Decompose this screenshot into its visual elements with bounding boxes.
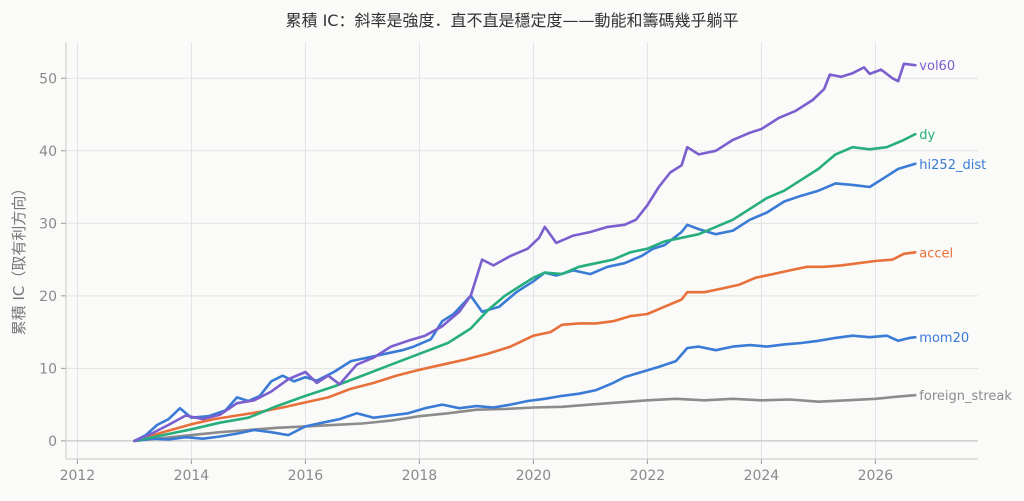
series-label-vol60: vol60	[919, 59, 955, 74]
y-axis-label: 累積 IC（取有利方向）	[10, 181, 28, 336]
x-tick-label: 2022	[630, 468, 666, 484]
series-label-hi252_dist: hi252_dist	[919, 158, 986, 173]
x-tick-label: 2018	[402, 468, 438, 484]
y-tick-label: 50	[39, 71, 57, 87]
grid-lines	[66, 42, 978, 459]
axes: 2012 2014 2016 2018 2020 2022 2024 2026 0 10 20 30 4…	[39, 42, 978, 484]
series-label-accel: accel	[919, 246, 953, 261]
y-tick-label: 30	[39, 216, 57, 232]
series-label-mom20: mom20	[919, 331, 969, 346]
series-line-dy	[133, 132, 917, 443]
x-tick-label: 2020	[516, 468, 552, 484]
y-tick-label: 0	[48, 434, 57, 450]
x-tick-label: 2026	[858, 468, 894, 484]
series-line-foreign_streak	[133, 393, 917, 443]
x-tick-label: 2016	[288, 468, 324, 484]
series-lines	[133, 62, 917, 443]
series-label-dy: dy	[919, 128, 935, 143]
x-tick-label: 2014	[174, 468, 210, 484]
series-line-vol60	[133, 62, 917, 443]
series-line-mom20	[133, 334, 917, 443]
chart-title: 累積 IC：斜率是強度．直不直是穩定度——動能和籌碼幾乎躺平	[286, 11, 739, 30]
y-tick-label: 20	[39, 289, 57, 305]
series-label-foreign_streak: foreign_streak	[919, 389, 1012, 404]
x-tick-label: 2024	[744, 468, 780, 484]
series-line-accel	[133, 251, 917, 443]
y-tick-label: 10	[39, 361, 57, 377]
x-tick-label: 2012	[60, 468, 96, 484]
y-tick-label: 40	[39, 144, 57, 160]
